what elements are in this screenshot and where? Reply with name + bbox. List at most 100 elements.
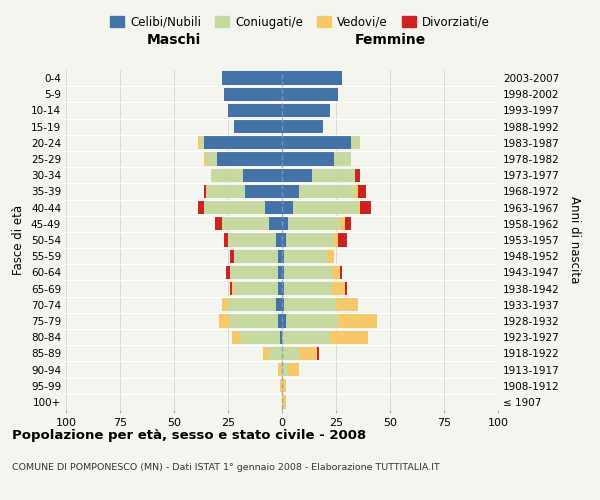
Bar xyxy=(282,250,284,263)
Bar xyxy=(334,234,338,246)
Bar xyxy=(228,104,282,117)
Bar xyxy=(235,282,278,295)
Bar xyxy=(241,330,280,344)
Bar xyxy=(289,363,299,376)
Bar xyxy=(232,282,235,295)
Bar xyxy=(317,346,319,360)
Bar xyxy=(269,346,282,360)
Bar xyxy=(235,250,278,263)
Text: COMUNE DI POMPONESCO (MN) - Dati ISTAT 1° gennaio 2008 - Elaborazione TUTTITALIA: COMUNE DI POMPONESCO (MN) - Dati ISTAT 1… xyxy=(12,464,440,472)
Bar xyxy=(282,330,329,344)
Bar xyxy=(340,217,344,230)
Bar xyxy=(228,298,275,312)
Bar xyxy=(284,282,332,295)
Bar xyxy=(282,217,289,230)
Legend: Celibi/Nubili, Coniugati/e, Vedovi/e, Divorziati/e: Celibi/Nubili, Coniugati/e, Vedovi/e, Di… xyxy=(105,11,495,34)
Bar xyxy=(221,298,228,312)
Bar xyxy=(204,152,206,166)
Bar xyxy=(282,72,343,85)
Y-axis label: Anni di nascita: Anni di nascita xyxy=(568,196,581,284)
Bar xyxy=(293,201,358,214)
Bar xyxy=(275,298,282,312)
Bar xyxy=(282,88,338,101)
Bar xyxy=(312,168,355,182)
Text: Maschi: Maschi xyxy=(147,34,201,48)
Text: Popolazione per età, sesso e stato civile - 2008: Popolazione per età, sesso e stato civil… xyxy=(12,430,366,442)
Bar xyxy=(245,185,282,198)
Bar xyxy=(329,330,368,344)
Bar xyxy=(278,282,282,295)
Bar xyxy=(282,346,299,360)
Bar xyxy=(275,234,282,246)
Bar xyxy=(278,314,282,328)
Bar xyxy=(282,379,286,392)
Bar xyxy=(278,250,282,263)
Bar xyxy=(282,185,299,198)
Bar xyxy=(230,250,235,263)
Bar xyxy=(230,314,278,328)
Bar xyxy=(206,152,217,166)
Bar xyxy=(282,298,284,312)
Bar xyxy=(328,250,334,263)
Bar xyxy=(282,120,323,134)
Bar xyxy=(282,396,286,408)
Bar xyxy=(284,266,332,279)
Bar xyxy=(263,346,269,360)
Bar xyxy=(338,314,377,328)
Text: Femmine: Femmine xyxy=(355,34,425,48)
Bar xyxy=(286,314,338,328)
Bar xyxy=(204,185,206,198)
Bar xyxy=(282,234,286,246)
Bar xyxy=(265,201,282,214)
Bar xyxy=(344,282,347,295)
Bar xyxy=(204,201,265,214)
Bar xyxy=(211,168,243,182)
Bar xyxy=(284,250,328,263)
Bar xyxy=(289,217,340,230)
Bar xyxy=(286,234,334,246)
Bar xyxy=(284,298,336,312)
Bar xyxy=(334,152,351,166)
Bar xyxy=(226,266,230,279)
Bar xyxy=(230,266,278,279)
Bar xyxy=(232,330,241,344)
Y-axis label: Fasce di età: Fasce di età xyxy=(13,205,25,275)
Bar xyxy=(299,346,317,360)
Bar xyxy=(338,234,347,246)
Bar xyxy=(282,201,293,214)
Bar xyxy=(351,136,360,149)
Bar xyxy=(282,152,334,166)
Bar xyxy=(235,120,282,134)
Bar xyxy=(282,266,284,279)
Bar xyxy=(217,152,282,166)
Bar xyxy=(282,168,312,182)
Bar xyxy=(278,266,282,279)
Bar xyxy=(282,363,289,376)
Bar xyxy=(224,88,282,101)
Bar xyxy=(204,136,282,149)
Bar xyxy=(198,136,200,149)
Bar xyxy=(332,282,344,295)
Bar xyxy=(340,266,343,279)
Bar xyxy=(228,234,275,246)
Bar xyxy=(360,201,371,214)
Bar xyxy=(206,185,245,198)
Bar xyxy=(230,282,232,295)
Bar xyxy=(221,72,282,85)
Bar xyxy=(344,217,351,230)
Bar xyxy=(224,234,228,246)
Bar xyxy=(336,298,358,312)
Bar xyxy=(358,201,360,214)
Bar xyxy=(332,266,340,279)
Bar xyxy=(282,314,286,328)
Bar xyxy=(355,168,360,182)
Bar xyxy=(198,201,204,214)
Bar xyxy=(355,185,358,198)
Bar xyxy=(358,185,366,198)
Bar xyxy=(280,330,282,344)
Bar xyxy=(282,282,284,295)
Bar xyxy=(221,217,269,230)
Bar xyxy=(282,104,329,117)
Bar xyxy=(278,363,282,376)
Bar xyxy=(200,136,204,149)
